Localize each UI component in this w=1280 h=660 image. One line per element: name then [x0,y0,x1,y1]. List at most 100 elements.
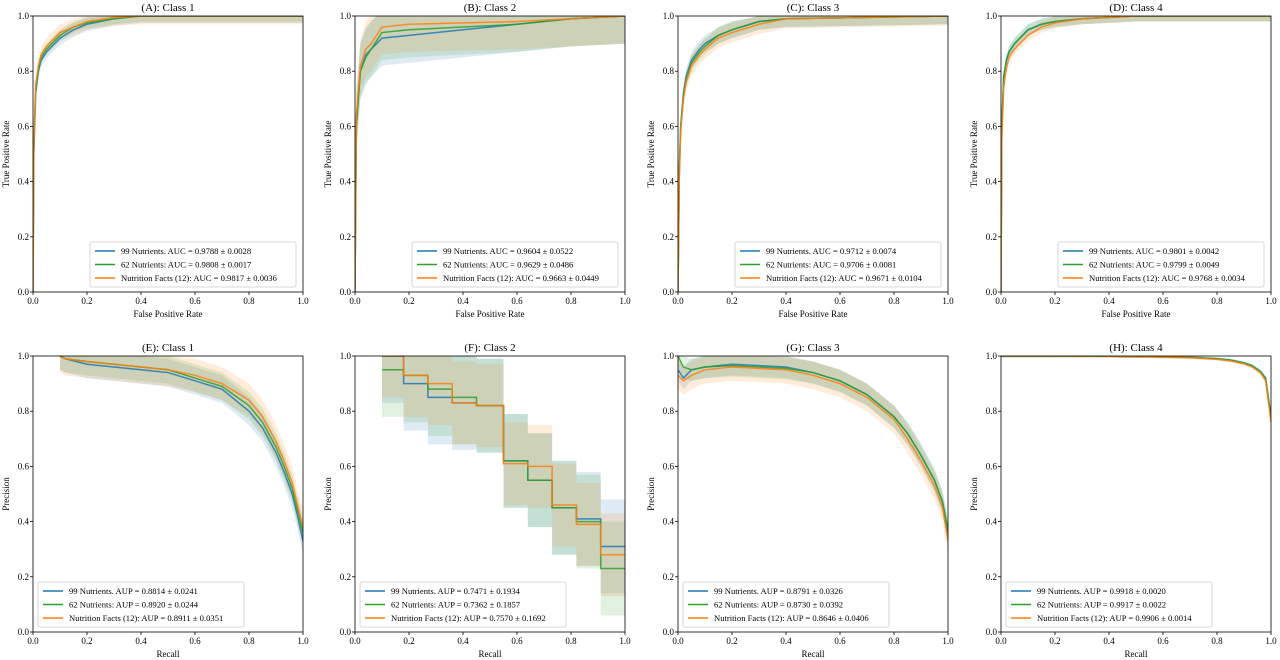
y-tick-label: 0.0 [986,287,998,297]
legend-box [682,581,890,628]
y-axis-label: True Positive Rate [323,121,333,188]
legend-entry-1: 62 Nutrients: AUP = 0.8920 ± 0.0244 [69,600,199,610]
x-tick-label: 0.4 [1103,296,1115,306]
x-tick-label: 1.0 [942,296,954,306]
axes-frame [1000,15,1272,293]
x-tick-label: 0.0 [672,636,684,646]
series-line-2 [382,356,625,556]
x-tick-label: 0.0 [349,636,361,646]
y-tick-label: 1.0 [340,351,352,361]
legend-box [1005,581,1213,628]
x-tick-label: 0.2 [403,636,414,646]
y-tick-label: 1.0 [663,351,675,361]
legend-entry-2: Nutrition Facts (12): AUC = 0.9671 ± 0.0… [766,273,923,283]
y-tick-label: 0.8 [340,406,352,416]
series-band-2 [678,356,948,555]
series-line-2 [678,16,948,292]
y-tick-label: 0.8 [986,66,998,76]
x-tick-label: 0.8 [243,296,255,306]
y-tick-label: 0.8 [18,66,30,76]
series-band-0 [33,16,303,292]
y-tick-label: 0.0 [663,627,675,637]
panel-5: 0.0 0.2 0.4 0.6 0.8 1.0 0.0 0.2 0.4 0.6 0.8 1.0 (F):… [323,342,631,659]
y-tick-label: 0.2 [18,572,29,582]
y-tick-label: 0.8 [340,66,352,76]
x-tick-label: 0.4 [457,296,469,306]
series-band-1 [60,356,303,547]
x-axis-label: Recall [157,649,180,659]
x-tick-label: 0.4 [135,296,147,306]
y-tick-label: 0.8 [986,406,998,416]
series-line-0 [59,356,303,542]
x-axis-label: False Positive Rate [456,309,525,319]
series-band-2 [355,16,625,292]
series-line-2 [59,356,303,528]
x-tick-label: 1.0 [619,296,631,306]
y-axis-label: Precision [323,477,333,511]
y-tick-label: 0.8 [663,406,675,416]
y-tick-label: 0.4 [18,177,30,187]
x-axis-label: Recall [1125,649,1148,659]
series-band-1 [382,356,625,616]
y-tick-label: 0.6 [340,461,352,471]
y-tick-label: 0.8 [18,406,30,416]
series-line-2 [1001,356,1271,423]
x-tick-label: 1.0 [942,636,954,646]
legend-entry-0: 99 Nutrients. AUP = 0.9918 ± 0.0020 [1037,586,1166,596]
y-axis-label: Precision [969,477,979,511]
axes-frame [32,355,304,633]
legend: 99 Nutrients. AUP = 0.9918 ± 0.0020 62 Nu… [1005,581,1213,628]
series-band-0 [382,356,625,594]
legend-entry-0: 99 Nutrients. AUC = 0.9604 ± 0.0522 [443,246,573,256]
y-axis-label: True Positive Rate [646,121,656,188]
y-tick-label: 0.0 [340,627,352,637]
series-line-2 [1001,16,1271,292]
legend-entry-1: 62 Nutrients: AUP = 0.9917 ± 0.0022 [1037,600,1166,610]
x-tick-label: 1.0 [297,296,309,306]
x-tick-label: 0.6 [834,296,846,306]
panel-6: 0.0 0.2 0.4 0.6 0.8 1.0 0.0 0.2 0.4 0.6 0.8 1.0 (G):… [646,342,954,659]
x-tick-label: 1.0 [1265,636,1277,646]
series-band-2 [382,356,625,597]
axes-frame [354,15,626,293]
x-tick-label: 0.8 [565,636,577,646]
legend-entry-1: 62 Nutrients: AUC = 0.9808 ± 0.0017 [121,260,252,270]
x-axis-label: False Positive Rate [779,309,848,319]
legend: 99 Nutrients. AUC = 0.9801 ± 0.0042 62 Nu… [1057,241,1265,288]
legend-box [734,241,942,288]
legend-entry-2: Nutrition Facts (12): AUC = 0.9663 ± 0.0… [443,273,599,283]
series-band-1 [678,356,948,541]
y-tick-label: 0.6 [340,121,352,131]
x-tick-label: 0.4 [1103,636,1115,646]
series-band-0 [355,16,625,292]
x-tick-label: 0.6 [834,636,846,646]
y-tick-label: 1.0 [340,11,352,21]
x-tick-label: 0.8 [888,636,900,646]
x-tick-label: 0.2 [726,636,737,646]
x-tick-label: 0.8 [565,296,577,306]
y-tick-label: 0.6 [18,121,30,131]
x-tick-label: 0.6 [511,296,523,306]
chart-title: (A): Class 1 [141,2,194,14]
legend-entry-1: 62 Nutrients: AUP = 0.8730 ± 0.0392 [714,600,843,610]
panel-3: 0.0 0.2 0.4 0.6 0.8 1.0 0.0 0.2 0.4 0.6 0.8 1.0 (D):… [969,2,1277,319]
legend: 99 Nutrients. AUP = 0.8814 ± 0.0241 62 Nu… [37,581,245,628]
legend: 99 Nutrients. AUC = 0.9788 ± 0.0028 62 Nu… [89,241,297,288]
x-tick-label: 0.0 [27,636,39,646]
legend-entry-2: Nutrition Facts (12): AUC = 0.9817 ± 0.0… [121,273,278,283]
legend-box [89,241,297,288]
legend-entry-2: Nutrition Facts (12): AUP = 0.8911 ± 0.0… [69,613,223,623]
y-tick-label: 0.2 [986,232,997,242]
y-tick-label: 0.0 [986,627,998,637]
legend-entry-2: Nutrition Facts (12): AUP = 0.8646 ± 0.0… [714,613,869,623]
legend-entry-0: 99 Nutrients. AUC = 0.9801 ± 0.0042 [1089,246,1219,256]
x-tick-label: 0.2 [403,296,414,306]
axes-frame [1000,355,1272,633]
series-line-1 [1001,356,1271,417]
y-tick-label: 0.0 [340,287,352,297]
x-axis-label: False Positive Rate [1102,309,1171,319]
x-tick-label: 0.6 [189,636,201,646]
x-tick-label: 1.0 [619,636,631,646]
y-tick-label: 0.4 [340,517,352,527]
